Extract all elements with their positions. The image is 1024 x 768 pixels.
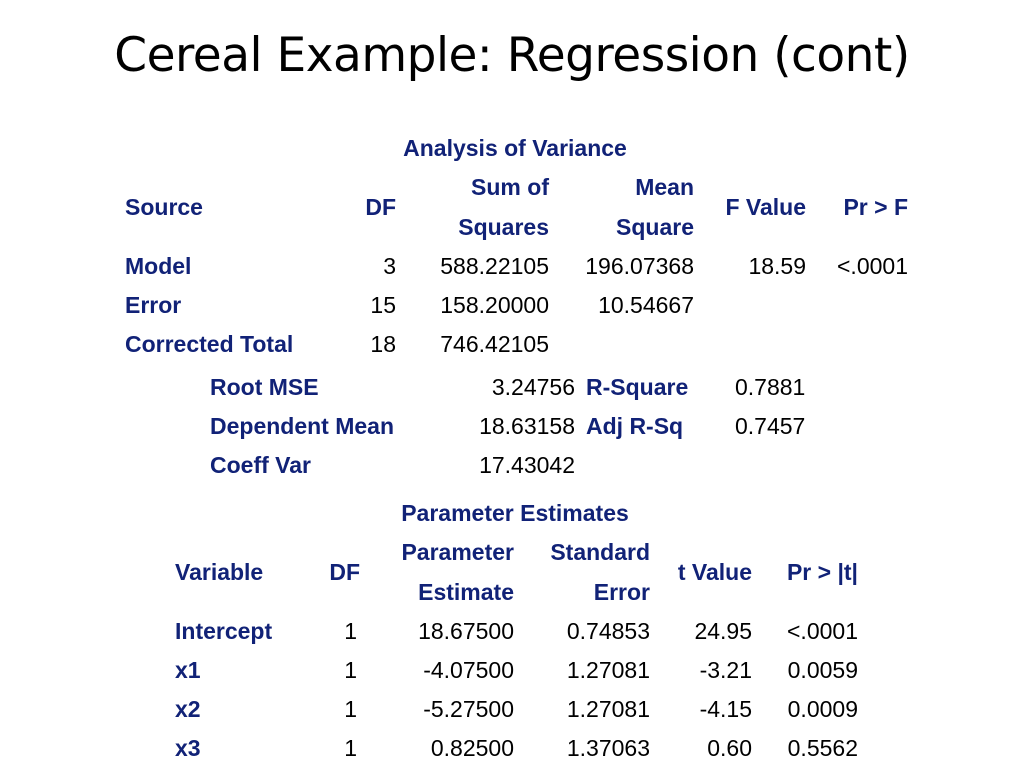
anova-cell-df: 18 xyxy=(370,331,396,357)
params-cell-p: 0.0009 xyxy=(787,696,858,722)
params-header-df: DF xyxy=(329,559,360,585)
anova-cell-df: 15 xyxy=(370,292,396,318)
anova-caption: Analysis of Variance xyxy=(403,135,627,161)
anova-cell-ms: 196.07368 xyxy=(585,253,694,279)
anova-header-ms-line2: Square xyxy=(616,214,694,240)
params-cell-variable: Intercept xyxy=(175,618,273,644)
params-cell-se: 0.74853 xyxy=(566,618,650,644)
params-cell-df: 1 xyxy=(344,657,357,683)
fit-label: Coeff Var xyxy=(210,452,311,478)
anova-cell-ms: 10.54667 xyxy=(598,292,694,318)
fit-label-2: Adj R-Sq xyxy=(586,413,684,439)
params-cell-df: 1 xyxy=(344,696,357,722)
params-cell-estimate: 18.67500 xyxy=(418,618,514,644)
anova-cell-ss: 746.42105 xyxy=(440,331,549,357)
anova-header-f-value: F Value xyxy=(725,194,806,220)
anova-header-ss-line2: Squares xyxy=(458,214,549,240)
params-cell-t: -4.15 xyxy=(699,696,752,722)
anova-cell-p: <.0001 xyxy=(837,253,908,279)
anova-cell-source: Error xyxy=(125,292,182,318)
slide-title: Cereal Example: Regression (cont) xyxy=(114,28,910,83)
params-header-se-line2: Error xyxy=(593,579,650,605)
anova-header-ms-line1: Mean xyxy=(635,174,694,200)
params-cell-variable: x3 xyxy=(175,735,201,761)
params-cell-se: 1.27081 xyxy=(566,696,650,722)
anova-cell-source: Corrected Total xyxy=(125,331,294,357)
fit-value: 18.63158 xyxy=(479,413,575,439)
params-cell-p: 0.0059 xyxy=(787,657,858,683)
anova-cell-ss: 588.22105 xyxy=(440,253,549,279)
params-cell-t: -3.21 xyxy=(699,657,752,683)
params-cell-se: 1.27081 xyxy=(566,657,650,683)
fit-label-2: R-Square xyxy=(586,374,689,400)
anova-header-pr-f: Pr > F xyxy=(843,194,908,220)
params-cell-variable: x2 xyxy=(175,696,201,722)
fit-label: Root MSE xyxy=(210,374,319,400)
anova-header-df: DF xyxy=(365,194,396,220)
params-cell-t: 0.60 xyxy=(707,735,752,761)
anova-header-source: Source xyxy=(125,194,203,220)
params-cell-p: <.0001 xyxy=(787,618,858,644)
anova-cell-df: 3 xyxy=(383,253,396,279)
fit-value-2: 0.7457 xyxy=(735,413,806,439)
params-header-est-line2: Estimate xyxy=(418,579,514,605)
params-cell-p: 0.5562 xyxy=(787,735,858,761)
params-header-est-line1: Parameter xyxy=(401,539,514,565)
anova-cell-ss: 158.20000 xyxy=(440,292,549,318)
params-cell-df: 1 xyxy=(344,618,357,644)
anova-cell-source: Model xyxy=(125,253,192,279)
params-cell-t: 24.95 xyxy=(694,618,752,644)
params-cell-estimate: 0.82500 xyxy=(430,735,514,761)
fit-value: 3.24756 xyxy=(491,374,575,400)
anova-cell-f: 18.59 xyxy=(748,253,806,279)
params-header-t-value: t Value xyxy=(677,559,752,585)
params-caption: Parameter Estimates xyxy=(401,500,629,526)
params-cell-variable: x1 xyxy=(175,657,201,683)
params-cell-se: 1.37063 xyxy=(566,735,650,761)
params-header-variable: Variable xyxy=(175,559,264,585)
params-cell-df: 1 xyxy=(344,735,357,761)
params-cell-estimate: -4.07500 xyxy=(423,657,514,683)
params-header-pr-t: Pr > |t| xyxy=(786,559,858,585)
fit-value-2: 0.7881 xyxy=(735,374,806,400)
params-cell-estimate: -5.27500 xyxy=(423,696,514,722)
fit-value: 17.43042 xyxy=(479,452,575,478)
anova-header-ss-line1: Sum of xyxy=(471,174,549,200)
fit-label: Dependent Mean xyxy=(210,413,395,439)
params-header-se-line1: Standard xyxy=(550,539,650,565)
